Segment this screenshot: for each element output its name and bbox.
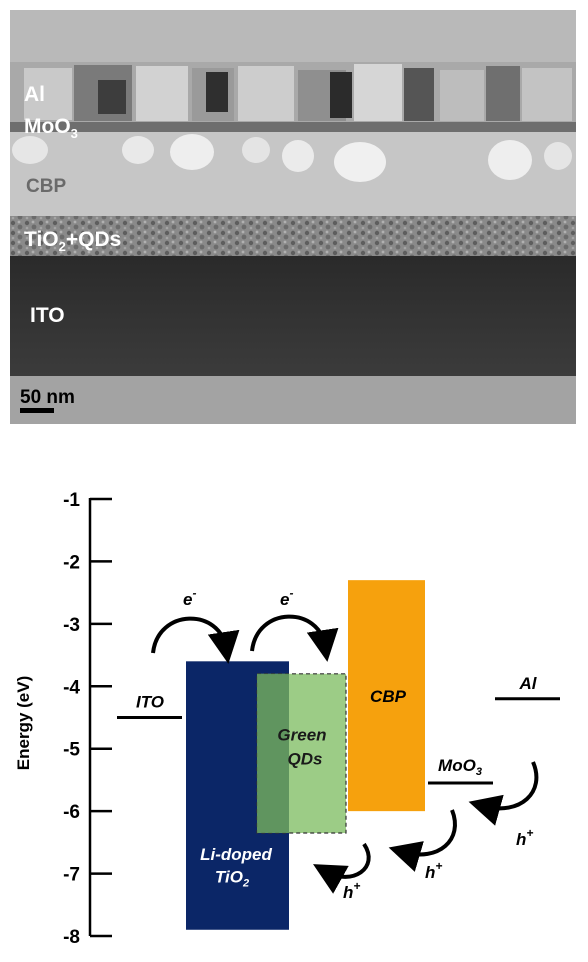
qds-label-line2: QDs: [288, 749, 323, 768]
y-axis-ticks: -1 -2 -3 -4 -5 -6 -7 -8: [63, 490, 112, 948]
electron-label-2: e-: [280, 586, 293, 609]
label-cbp: CBP: [26, 176, 66, 197]
tio2-label-line1: Li-doped: [200, 845, 272, 864]
y-tick-label: -7: [63, 865, 80, 886]
scale-bar-label: 50 nm: [20, 387, 75, 408]
cbp-label: CBP: [370, 687, 407, 706]
hole-label-2: h+: [425, 859, 442, 882]
label-ito: ITO: [30, 304, 65, 327]
ito-layer: [10, 256, 576, 376]
hole-arrow-3: [468, 761, 539, 826]
y-axis-title: Energy (eV): [14, 676, 33, 770]
cbp-band: [348, 580, 425, 812]
cbp-layer: [10, 132, 576, 216]
tem-micrograph: Al MoO3 CBP TiO2+QDs ITO 50 nm: [10, 10, 576, 424]
electron-arrow-2: [250, 614, 339, 662]
label-al: Al: [24, 83, 45, 106]
y-tick-label: -6: [63, 802, 80, 823]
scale-bar: [20, 408, 54, 413]
y-tick-label: -3: [63, 615, 80, 636]
substrate: [10, 376, 576, 424]
electron-label-1: e-: [183, 586, 196, 609]
y-tick-label: -2: [63, 552, 80, 573]
tio2-label-line2: TiO2: [215, 867, 249, 889]
hole-arrow-1: [313, 842, 371, 894]
hole-arrow-2: [388, 809, 457, 872]
energy-level-diagram: Energy (eV) -1 -2 -3 -4 -5 -6 -7 -8 Li-doped Ti…: [14, 490, 560, 948]
y-tick-label: -5: [63, 740, 80, 761]
y-tick-label: -1: [63, 490, 80, 511]
hole-label-3: h+: [516, 826, 533, 849]
al-label: Al: [519, 674, 538, 693]
y-tick-label: -8: [63, 927, 80, 948]
ito-label: ITO: [136, 693, 164, 712]
electron-arrow-1: [151, 616, 240, 664]
y-tick-label: -4: [63, 677, 80, 698]
hole-label-1: h+: [343, 879, 360, 902]
al-layer: [10, 62, 576, 124]
qds-tio2-overlap: [257, 673, 289, 833]
label-moo3: MoO3: [24, 115, 78, 141]
qds-label-line1: Green: [277, 726, 326, 745]
label-tio2-qds: TiO2+QDs: [24, 228, 121, 254]
moo3-layer: [10, 122, 576, 132]
tio2-qds-layer: [10, 216, 576, 256]
moo3-label: MoO3: [438, 756, 482, 778]
